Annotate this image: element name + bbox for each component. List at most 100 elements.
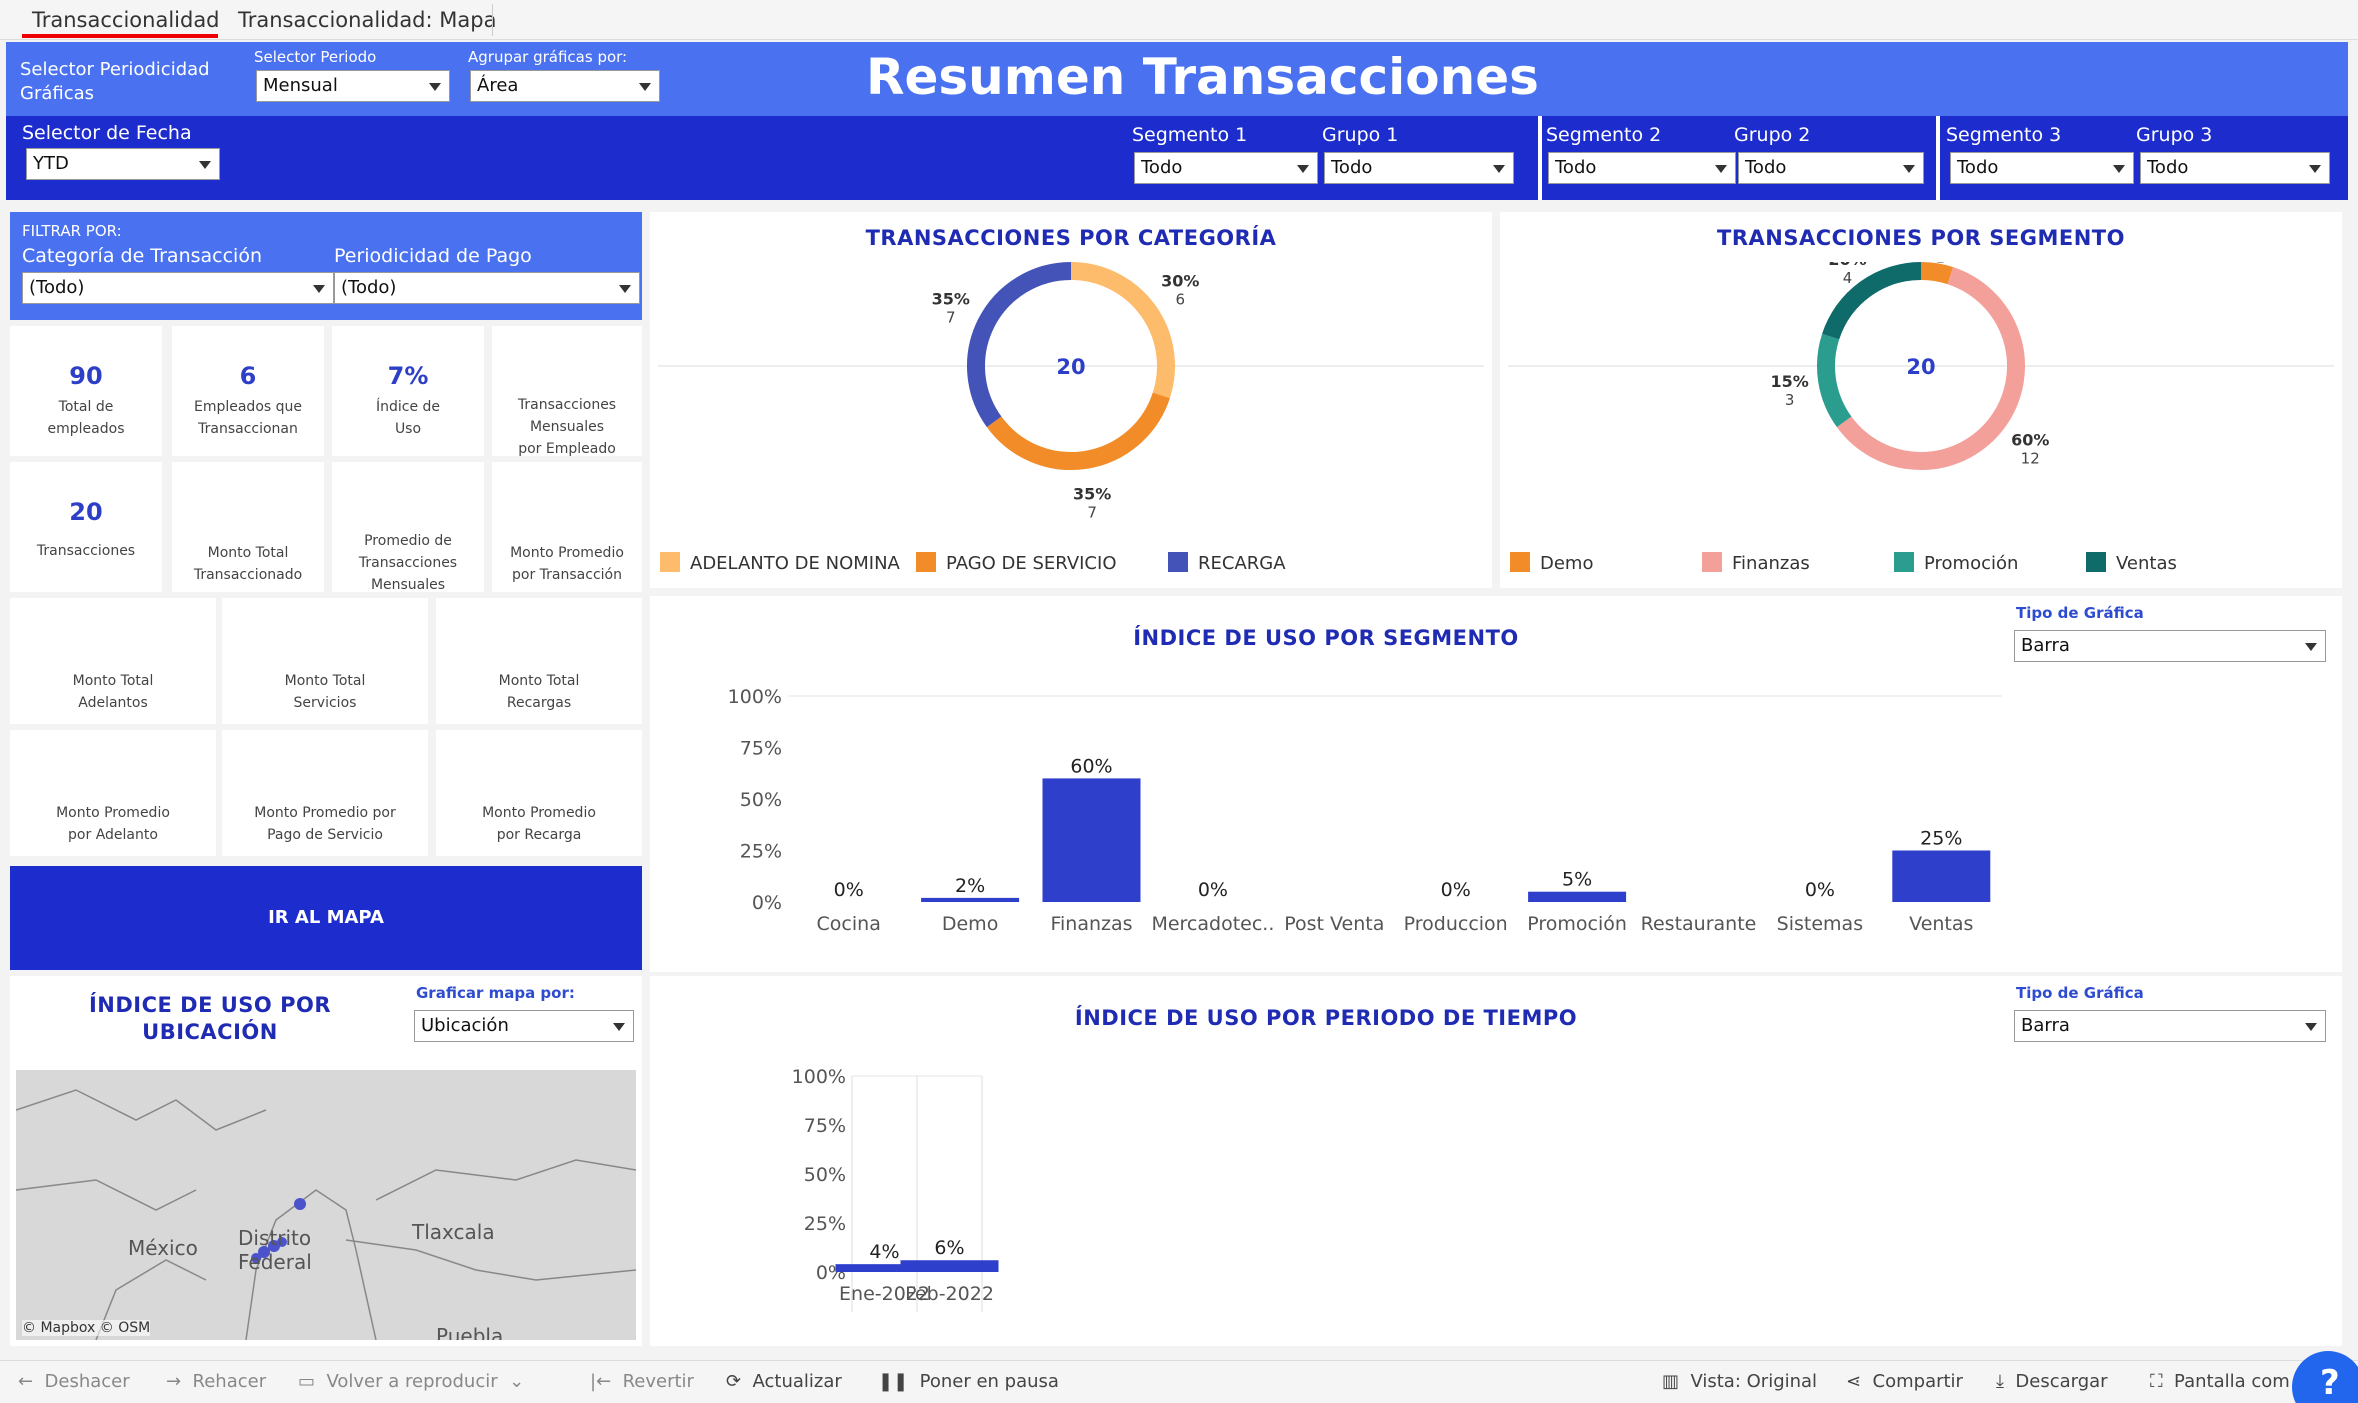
- pausa-label: Poner en pausa: [919, 1371, 1059, 1392]
- fecha-value: YTD: [33, 153, 69, 174]
- kpi-label-line: Monto Total: [284, 673, 366, 689]
- map-label-federal: Federal: [238, 1250, 312, 1274]
- y-tick-label: 75%: [804, 1115, 846, 1137]
- map[interactable]: México Distrito Federal Tlaxcala Puebla …: [16, 1070, 636, 1340]
- legend-label: ADELANTO DE NOMINA: [690, 553, 900, 574]
- map-attribution[interactable]: © Mapbox © OSM: [22, 1320, 151, 1336]
- segmento3-dropdown[interactable]: Todo: [1950, 152, 2134, 184]
- actualizar-button[interactable]: ⟳ Actualizar: [726, 1371, 842, 1392]
- legend-item[interactable]: Demo: [1510, 552, 1593, 574]
- x-tick-label: Mercadotec..: [1151, 913, 1274, 935]
- legend-item[interactable]: Promoción: [1894, 552, 2018, 574]
- tipo-grafica-label: Tipo de Gráfica: [2016, 984, 2144, 1002]
- tab-transaccionalidad-mapa[interactable]: Transaccionalidad: Mapa: [238, 8, 497, 32]
- kpi-label: Monto Promedio por Pago de Servicio: [222, 802, 428, 846]
- rehacer-button[interactable]: → Rehacer: [166, 1371, 266, 1392]
- donut-slice[interactable]: [1822, 262, 1922, 340]
- segmento-bar-panel: ÍNDICE DE USO POR SEGMENTO Tipo de Gráfi…: [650, 596, 2342, 972]
- tab-divider: [492, 4, 493, 36]
- ir-al-mapa-button[interactable]: IR AL MAPA: [10, 866, 642, 970]
- descargar-button[interactable]: ⤓ Descargar: [1996, 1371, 2108, 1392]
- compartir-button[interactable]: ⋖ Compartir: [1846, 1371, 1963, 1392]
- grupo1-dropdown[interactable]: Todo: [1324, 152, 1514, 184]
- x-tick-label: Sistemas: [1777, 913, 1863, 935]
- kpi-label-line: por Recarga: [496, 827, 582, 843]
- donut-slice[interactable]: [1070, 262, 1175, 399]
- chevron-down-icon: [199, 161, 211, 169]
- bar-value-label: 25%: [1920, 828, 1962, 850]
- x-tick-label: Demo: [942, 913, 998, 935]
- segmento-bar-chart: 100% 75% 50% 25% 0% 0% Cocina 2% Demo 60% Finanzas…: [728, 686, 2002, 935]
- segmento-panel: TRANSACCIONES POR SEGMENTO 5%160%1215%32…: [1500, 212, 2342, 588]
- periodicidad-value: (Todo): [341, 277, 397, 298]
- tab-bar: Transaccionalidad Transaccionalidad: Map…: [0, 0, 2358, 40]
- legend-item[interactable]: Ventas: [2086, 552, 2177, 574]
- bar[interactable]: [1892, 850, 1991, 903]
- donut-slice[interactable]: [1836, 267, 2025, 470]
- donut-slice[interactable]: [967, 262, 1072, 428]
- legend-label: RECARGA: [1198, 553, 1286, 574]
- deshacer-button[interactable]: ← Deshacer: [18, 1371, 130, 1392]
- deshacer-label: Deshacer: [44, 1371, 130, 1392]
- bar[interactable]: [900, 1260, 999, 1272]
- legend-item[interactable]: PAGO DE SERVICIO: [916, 552, 1116, 574]
- bar[interactable]: [835, 1264, 934, 1272]
- tab-transaccionalidad[interactable]: Transaccionalidad: [32, 8, 220, 32]
- tipo-grafica-dropdown[interactable]: Barra: [2014, 630, 2326, 662]
- segmento3-label: Segmento 3: [1946, 124, 2062, 146]
- donut-slice[interactable]: [1920, 262, 1954, 285]
- kpi-tile: Transacciones Mensuales por Empleado: [492, 326, 642, 457]
- y-tick-label: 25%: [740, 841, 782, 863]
- segmento1-dropdown[interactable]: Todo: [1134, 152, 1318, 184]
- chevron-down-icon: [429, 83, 441, 91]
- chevron-down-icon: [1715, 165, 1727, 173]
- grupo3-dropdown[interactable]: Todo: [2140, 152, 2330, 184]
- fecha-label: Selector de Fecha: [22, 122, 192, 144]
- help-button[interactable]: ?: [2292, 1351, 2358, 1403]
- vista-label: Vista: Original: [1690, 1371, 1818, 1392]
- kpi-label-line: por Transacción: [512, 567, 622, 583]
- tipo-grafica-dropdown[interactable]: Barra: [2014, 1010, 2326, 1042]
- legend-item[interactable]: Finanzas: [1702, 552, 1810, 574]
- agrupar-dropdown[interactable]: Área: [470, 70, 660, 102]
- x-tick-label: Feb-2022: [905, 1283, 994, 1305]
- selector-periodo-dropdown[interactable]: Mensual: [256, 70, 450, 102]
- bar[interactable]: [1042, 778, 1141, 902]
- graficar-dropdown[interactable]: Ubicación: [414, 1010, 634, 1042]
- selector-periodo-label: Selector Periodo: [254, 48, 377, 66]
- categoria-dropdown[interactable]: (Todo): [22, 272, 334, 304]
- legend-item[interactable]: ADELANTO DE NOMINA: [660, 552, 900, 574]
- grupo3-label: Grupo 3: [2136, 124, 2213, 146]
- pausa-button[interactable]: ❚❚ Poner en pausa: [878, 1371, 1059, 1392]
- volver-button[interactable]: ▭ Volver a reproducir ⌄: [298, 1371, 524, 1392]
- filtrar-title: FILTRAR POR:: [22, 222, 122, 240]
- x-tick-label: Promoción: [1527, 913, 1627, 935]
- pantalla-completa-button[interactable]: ⛶ Pantalla com: [2150, 1371, 2350, 1392]
- grupo1-label: Grupo 1: [1322, 124, 1399, 146]
- bar[interactable]: [921, 897, 1020, 902]
- vista-button[interactable]: ▥ Vista: Original: [1662, 1371, 1817, 1392]
- tiempo-bar-title: ÍNDICE DE USO POR PERIODO DE TIEMPO: [1074, 1006, 1578, 1030]
- bar-value-label: 0%: [1805, 879, 1835, 901]
- segmento2-dropdown[interactable]: Todo: [1548, 152, 1736, 184]
- donut-slice[interactable]: [986, 392, 1170, 470]
- kpi-label: Monto Total Recargas: [436, 670, 642, 714]
- kpi-label-line: Transacciones: [358, 555, 458, 571]
- bar[interactable]: [1528, 891, 1627, 902]
- kpi-label: Monto Total Transaccionado: [172, 542, 324, 586]
- slice-percent-label: 35%: [1073, 484, 1111, 503]
- volver-label: Volver a reproducir: [326, 1371, 498, 1392]
- revertir-button[interactable]: |← Revertir: [590, 1371, 694, 1392]
- periodicidad-dropdown[interactable]: (Todo): [334, 272, 640, 304]
- fecha-dropdown[interactable]: YTD: [26, 148, 220, 180]
- donut-slice[interactable]: [1817, 333, 1852, 428]
- kpi-label: Transacciones Mensuales por Empleado: [492, 394, 642, 460]
- page-title: Resumen Transacciones: [866, 48, 1539, 106]
- refresh-icon: ⟳: [726, 1371, 753, 1392]
- segmento-legend: Demo Finanzas Promoción Ventas: [1510, 552, 2340, 582]
- grupo2-dropdown[interactable]: Todo: [1738, 152, 1924, 184]
- map-label-tlaxcala: Tlaxcala: [412, 1220, 495, 1244]
- kpi-label: Transacciones: [10, 540, 162, 562]
- legend-label: Promoción: [1924, 553, 2019, 574]
- legend-item[interactable]: RECARGA: [1168, 552, 1286, 574]
